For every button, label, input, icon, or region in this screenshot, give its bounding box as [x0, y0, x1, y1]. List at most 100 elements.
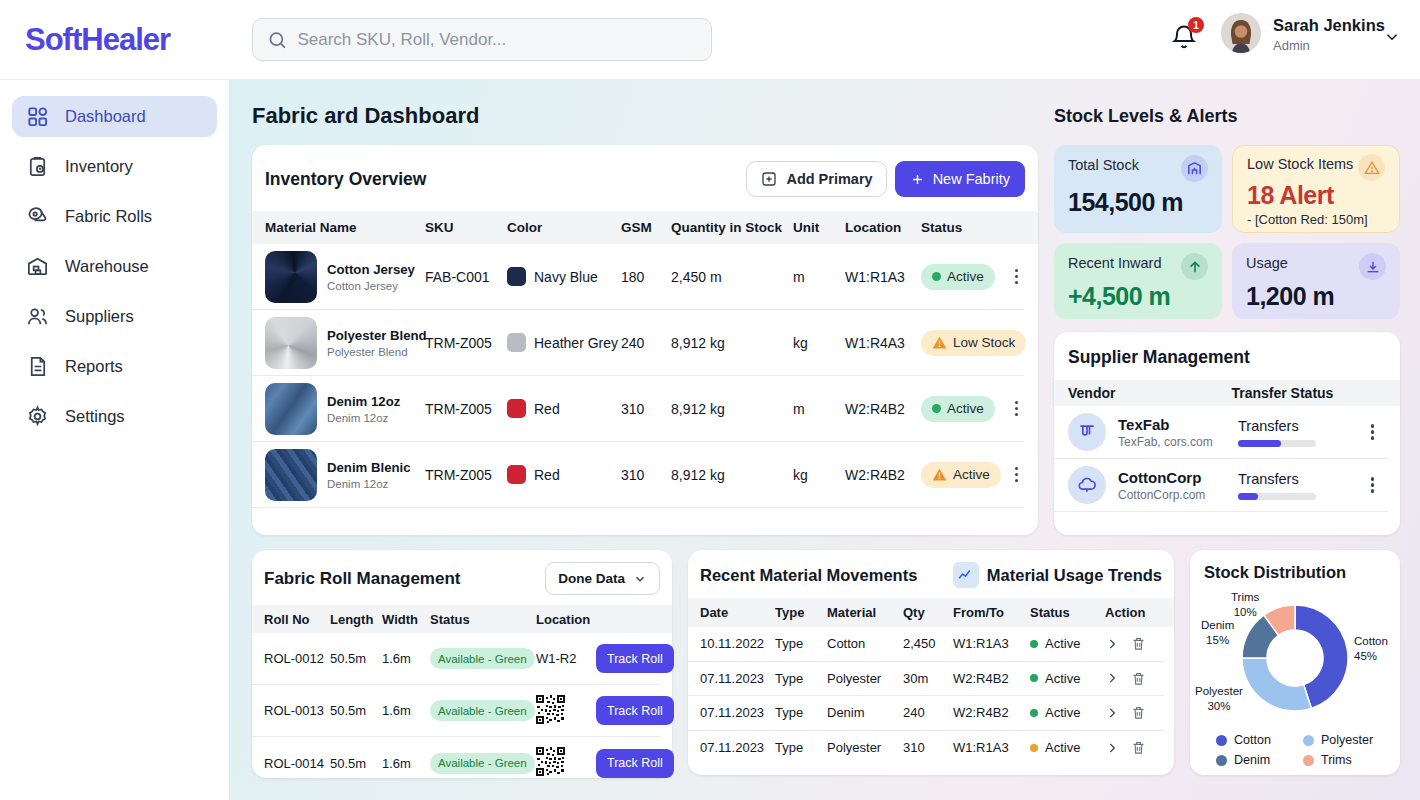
slice-label-cotton: Cotton45%	[1354, 634, 1388, 664]
fabric-thumbnail	[265, 449, 317, 501]
row-menu-button[interactable]	[1011, 265, 1023, 289]
fabric-roll-card: Fabric Roll Management Done Data Roll No…	[252, 550, 672, 778]
vendor-name: TexFab	[1118, 416, 1238, 433]
status-badge: Active	[921, 462, 1001, 488]
reports-icon	[26, 355, 49, 378]
recent-inward-value: +4,500 m	[1068, 282, 1208, 311]
color-swatch	[507, 333, 526, 352]
track-roll-button[interactable]: Track Roll	[596, 696, 674, 725]
fabric-thumbnail	[265, 317, 317, 369]
warning-icon	[932, 468, 947, 481]
color-swatch	[507, 399, 526, 418]
chevron-down-icon[interactable]	[1383, 28, 1401, 50]
sidebar-label: Reports	[65, 357, 123, 376]
sidebar-label: Suppliers	[65, 307, 134, 326]
new-fabric-label: New Fabrity	[933, 171, 1010, 187]
sidebar-item-dashboard[interactable]: Dashboard	[12, 96, 217, 137]
sidebar-item-inventory[interactable]: Inventory	[12, 146, 217, 187]
supplier-management-card: Supplier Management VendorTransfer Statu…	[1054, 332, 1400, 535]
user-name: Sarah Jenkins	[1273, 16, 1385, 35]
low-stock-label: Low Stock Items	[1247, 156, 1353, 172]
table-row[interactable]: 07.11.2023TypePolyester310W1:R1A3 Active	[688, 731, 1164, 766]
sidebar-item-settings[interactable]: Settings	[12, 396, 217, 437]
warehouse-icon	[26, 255, 49, 278]
movements-title: Recent Material Movements	[700, 566, 945, 585]
row-menu-button[interactable]	[1367, 473, 1379, 497]
chevron-right-icon[interactable]	[1105, 741, 1119, 755]
rolls-table-header: Roll NoLengthWidthStatusLocation	[252, 605, 672, 633]
row-menu-button[interactable]	[1011, 463, 1023, 487]
table-row[interactable]: ROL-001450.5m1.6m Available - Green Trac…	[252, 737, 660, 789]
add-primary-button[interactable]: Add Primary	[746, 161, 886, 197]
sidebar: Dashboard Inventory Fabric Rolls Warehou…	[0, 80, 230, 800]
warning-icon	[1358, 154, 1385, 181]
qr-code	[536, 695, 565, 724]
sidebar-item-reports[interactable]: Reports	[12, 346, 217, 387]
plus-square-icon	[760, 170, 778, 188]
inventory-icon	[26, 155, 49, 178]
status-badge: Active	[1030, 740, 1105, 755]
status-badge: Active	[1030, 705, 1105, 720]
table-row[interactable]: Denim BlenicDenim 12oz TRM-Z005 Red 310 …	[252, 442, 1024, 508]
table-row[interactable]: Denim 12ozDenim 12oz TRM-Z005 Red 310 8,…	[252, 376, 1024, 442]
add-primary-label: Add Primary	[786, 171, 872, 187]
slice-label-polyester: Polyester30%	[1195, 684, 1243, 714]
trash-icon[interactable]	[1131, 705, 1146, 720]
table-row[interactable]: 07.11.2023TypePolyester30mW2:R4B2 Active	[688, 662, 1164, 697]
color-swatch	[507, 267, 526, 286]
transfer-label: Transfers	[1238, 471, 1367, 487]
notifications-button[interactable]: 1	[1170, 23, 1202, 55]
status-badge: Available - Green	[430, 648, 535, 669]
status-badge: Low Stock	[921, 330, 1026, 356]
movements-table-header: DateTypeMaterialQtyFrom/ToStatusAction	[688, 598, 1174, 627]
track-roll-button[interactable]: Track Roll	[596, 644, 674, 673]
row-menu-button[interactable]	[1011, 397, 1023, 421]
search-icon	[267, 29, 287, 51]
trash-icon[interactable]	[1131, 740, 1146, 755]
supplier-row[interactable]: CottonCorpCottonCorp.com Transfers	[1054, 459, 1388, 512]
trash-icon[interactable]	[1131, 636, 1146, 651]
avatar[interactable]	[1221, 13, 1261, 53]
chevron-right-icon[interactable]	[1105, 706, 1119, 720]
status-badge: Available - Green	[430, 753, 535, 774]
row-menu-button[interactable]	[1367, 420, 1379, 444]
status-badge: Active	[1030, 636, 1105, 651]
fabric-thumbnail	[265, 251, 317, 303]
supplier-management-title: Supplier Management	[1054, 332, 1400, 380]
dashboard-icon	[26, 105, 49, 128]
usage-value: 1,200 m	[1246, 282, 1386, 311]
new-fabric-button[interactable]: New Fabrity	[895, 161, 1025, 197]
legend-item: Polyester	[1303, 733, 1373, 747]
chevron-right-icon[interactable]	[1105, 637, 1119, 651]
table-row[interactable]: Polyester BlendPolyester Blend TRM-Z005 …	[252, 310, 1024, 376]
sidebar-label: Dashboard	[65, 107, 146, 126]
table-row[interactable]: 10.11.2022TypeCotton2,450W1:R1A3 Active	[688, 627, 1164, 662]
legend-item: Cotton	[1216, 733, 1303, 747]
done-data-dropdown[interactable]: Done Data	[545, 562, 660, 595]
table-row[interactable]: ROL-001350.5m1.6m Available - Green Trac…	[252, 685, 660, 737]
arrow-up-icon	[1181, 253, 1208, 280]
sidebar-item-warehouse[interactable]: Warehouse	[12, 246, 217, 287]
table-row[interactable]: Cotton JerseyCotton Jersey FAB-C001 Navy…	[252, 244, 1024, 310]
search-input[interactable]	[297, 30, 697, 50]
global-search[interactable]	[252, 18, 712, 61]
track-roll-button[interactable]: Track Roll	[596, 749, 674, 778]
transfer-progress	[1238, 440, 1316, 447]
slice-label-trims: Trims10%	[1231, 590, 1259, 620]
usage-card: Usage 1,200 m	[1232, 243, 1400, 319]
sidebar-item-fabric-rolls[interactable]: Fabric Rolls	[12, 196, 217, 237]
chevron-right-icon[interactable]	[1105, 671, 1119, 685]
trash-icon[interactable]	[1131, 671, 1146, 686]
fabric-roll-icon	[26, 205, 49, 228]
table-row[interactable]: ROL-001250.5m1.6m Available - Green W1-R…	[252, 633, 660, 685]
recent-inward-label: Recent Inward	[1068, 255, 1162, 271]
supplier-row[interactable]: TexFabTexFab, cors.com Transfers	[1054, 406, 1388, 459]
low-stock-detail: - [Cotton Red: 150m]	[1247, 212, 1385, 227]
fabric-thumbnail	[265, 383, 317, 435]
sidebar-item-suppliers[interactable]: Suppliers	[12, 296, 217, 337]
user-menu[interactable]: Sarah Jenkins Admin	[1273, 16, 1385, 53]
table-row[interactable]: 07.11.2023TypeDenim240W2:R4B2 Active	[688, 696, 1164, 731]
stock-distribution-card: Stock Distribution Cotton45% Trims10% De…	[1190, 550, 1400, 775]
download-icon	[1359, 253, 1386, 280]
legend-item: Denim	[1216, 753, 1303, 767]
